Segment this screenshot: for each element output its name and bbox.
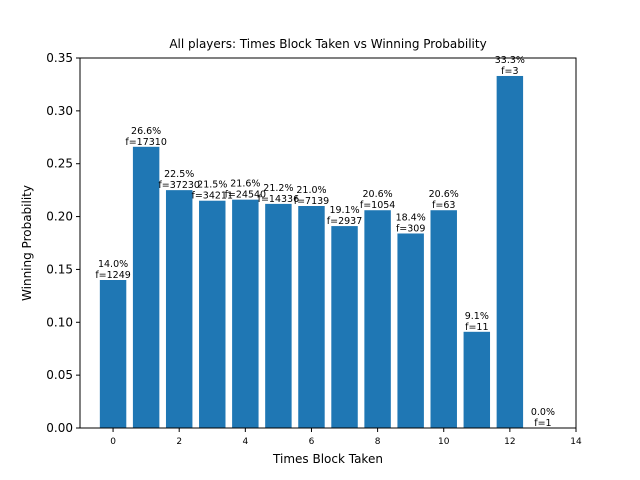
x-tick-label: 14 [570, 437, 582, 447]
bar-label-percent: 26.6% [131, 126, 161, 137]
bar-label-percent: 9.1% [465, 311, 489, 322]
bar-label-frequency: f=309 [396, 223, 425, 234]
bar-label-percent: 21.2% [263, 183, 293, 194]
x-axis: 0 2 4 6 8 10 12 14 [110, 428, 582, 447]
y-tick-label: 0.35 [46, 51, 73, 65]
bar-label-percent: 14.0% [98, 259, 128, 270]
bar-label-percent: 20.6% [429, 189, 459, 200]
x-tick-label: 0 [110, 437, 116, 447]
bar-label-percent: 20.6% [363, 189, 393, 200]
bar [463, 331, 491, 428]
bar-label-frequency: f=63 [432, 200, 455, 211]
bar-label-frequency: f=1 [534, 418, 551, 429]
bar-label-percent: 19.1% [329, 205, 359, 216]
bar [331, 226, 358, 428]
bar [364, 210, 391, 428]
bar-label-frequency: f=2937 [327, 216, 362, 227]
y-tick-label: 0.15 [46, 262, 73, 276]
y-tick-label: 0.20 [46, 210, 73, 224]
bar-label-frequency: f=34211 [192, 191, 234, 202]
bar [298, 206, 325, 428]
y-axis-label: Winning Probability [20, 185, 34, 301]
bar-label-percent: 0.0% [531, 407, 555, 418]
bar-label-percent: 21.5% [197, 180, 227, 191]
bar-label-percent: 21.0% [296, 185, 326, 196]
bar [265, 203, 292, 428]
x-tick-label: 12 [504, 437, 515, 447]
bars [99, 75, 524, 429]
y-tick-label: 0.10 [46, 315, 73, 329]
bar-label-percent: 33.3% [495, 55, 525, 66]
x-tick-label: 8 [375, 437, 381, 447]
bar-labels: 14.0%f=1249 26.6%f=17310 22.5%f=3723021.5%… [95, 55, 555, 429]
bar [232, 199, 259, 428]
bar [199, 200, 226, 428]
y-tick-label: 0.05 [46, 368, 73, 382]
bar [397, 233, 424, 428]
y-axis: 0.00 0.05 0.10 0.15 0.20 0.25 0.30 0.35 [46, 51, 80, 435]
chart-title: All players: Times Block Taken vs Winnin… [169, 37, 486, 51]
plot-frame [79, 57, 577, 429]
bar [165, 190, 193, 428]
y-tick-label: 0.00 [46, 421, 73, 435]
bar [99, 280, 127, 428]
bar-label-percent: 22.5% [164, 169, 194, 180]
bar-label-frequency: f=3 [501, 66, 518, 77]
bar-label-percent: 18.4% [396, 212, 426, 223]
bar [496, 75, 524, 428]
bar-label-frequency: f=14336 [258, 194, 300, 205]
x-tick-label: 6 [309, 437, 315, 447]
bar-label-frequency: f=1054 [360, 200, 395, 211]
bar-label-frequency: f=24540 [225, 190, 267, 201]
bar [132, 146, 160, 429]
bar [430, 210, 457, 428]
y-tick-label: 0.30 [46, 104, 73, 118]
bar-label-frequency: f=17310 [125, 137, 167, 148]
x-axis-label: Times Block Taken [272, 452, 383, 466]
bar-label-frequency: f=7139 [294, 196, 329, 207]
bar-label-frequency: f=1249 [95, 270, 130, 281]
x-tick-label: 10 [438, 437, 450, 447]
bar-label-percent: 21.6% [230, 179, 260, 190]
bar-label-frequency: f=11 [465, 322, 488, 333]
bar-label-frequency: f=37230 [158, 180, 200, 191]
x-tick-label: 2 [176, 437, 182, 447]
y-tick-label: 0.25 [46, 157, 73, 171]
x-tick-label: 4 [242, 437, 248, 447]
